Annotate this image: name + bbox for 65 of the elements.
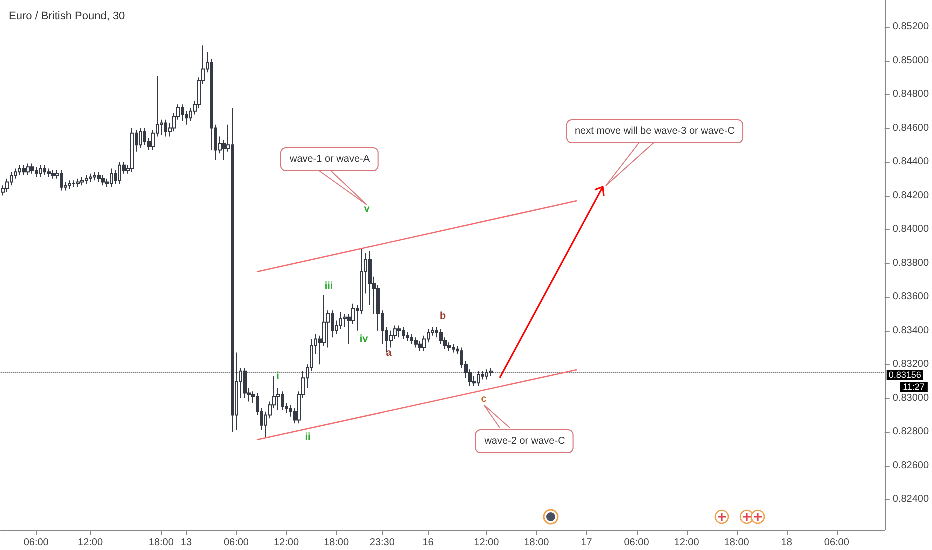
y-tick-label: 0.85200 <box>892 22 930 33</box>
annotation: next move will be wave-3 or wave-C <box>574 126 736 137</box>
candlestick <box>72 180 76 188</box>
y-tick-label: 0.82800 <box>892 426 930 438</box>
candlestick <box>397 325 401 338</box>
y-tick-label: 0.82400 <box>892 494 930 506</box>
x-tick-label: 06:00 <box>824 538 850 548</box>
x-tick-label: 12:00 <box>474 538 500 548</box>
y-tick-label: 0.82600 <box>892 460 930 472</box>
candlestick <box>418 340 422 352</box>
text: 11:27 <box>903 382 925 392</box>
x-tick-label: 23:30 <box>370 538 396 548</box>
annotation: wave-1 or wave-A <box>288 154 370 165</box>
annotation: ii <box>305 432 311 443</box>
candlestick <box>47 168 51 178</box>
candlestick <box>139 128 142 150</box>
y-tick-label: 0.83200 <box>892 359 930 370</box>
y-tick-label: 0.84400 <box>892 156 930 168</box>
x-tick-label: 12:00 <box>674 538 700 548</box>
x-tick-label: 12:00 <box>274 538 300 548</box>
candlestick <box>130 128 134 173</box>
x-tick-label: 13 <box>180 538 192 548</box>
y-tick-label: 0.84200 <box>892 190 930 202</box>
candlestick <box>30 163 34 174</box>
x-tick-label: 18:00 <box>324 538 350 548</box>
annotation: c <box>481 394 488 405</box>
annotation: a <box>386 348 392 359</box>
candlestick <box>243 367 247 399</box>
ref-line-label: 0.83156 <box>888 370 922 380</box>
y-tick-label: 0.84600 <box>892 122 930 134</box>
y-tick-label: 0.83000 <box>892 392 930 404</box>
x-tick-label: 18 <box>781 538 793 548</box>
candlestick <box>97 172 101 183</box>
annotation: v <box>364 204 370 215</box>
y-tick-label: 0.83600 <box>892 292 930 303</box>
candlestick <box>80 176 84 186</box>
y-tick-label: 0.83400 <box>892 325 930 336</box>
candlestick <box>39 164 42 178</box>
candlestick <box>22 164 26 176</box>
x-tick-label: 18:00 <box>148 538 174 548</box>
x-tick-label: 17 <box>581 538 593 548</box>
candlestick <box>89 173 92 183</box>
x-tick-label: 12:00 <box>78 538 104 548</box>
candlestick <box>101 175 105 186</box>
annotation: iii <box>324 281 334 292</box>
candlestick <box>26 163 30 176</box>
annotation: i <box>276 371 280 382</box>
candlestick <box>489 367 493 377</box>
x-tick-label: 18:00 <box>524 538 550 548</box>
y-tick-label: 0.85000 <box>892 55 930 66</box>
y-tick-label: 0.84800 <box>892 89 930 100</box>
candlestick <box>51 170 55 180</box>
annotation: wave-2 or wave-C <box>484 436 566 447</box>
x-tick-label: 16 <box>422 538 434 548</box>
annotation: iv <box>360 334 369 345</box>
x-tick-label: 06:00 <box>224 538 250 548</box>
x-tick-label: 06:00 <box>24 538 50 548</box>
candlestick <box>76 178 80 188</box>
y-tick-label: 0.83800 <box>892 258 930 269</box>
annotation: b <box>440 311 446 322</box>
candlestick <box>414 337 418 348</box>
x-tick-label: 06:00 <box>624 538 650 548</box>
text: Euro / British Pound, 30 <box>9 10 126 22</box>
x-tick-label: 18:00 <box>724 538 750 548</box>
y-tick-label: 0.84000 <box>892 224 930 236</box>
